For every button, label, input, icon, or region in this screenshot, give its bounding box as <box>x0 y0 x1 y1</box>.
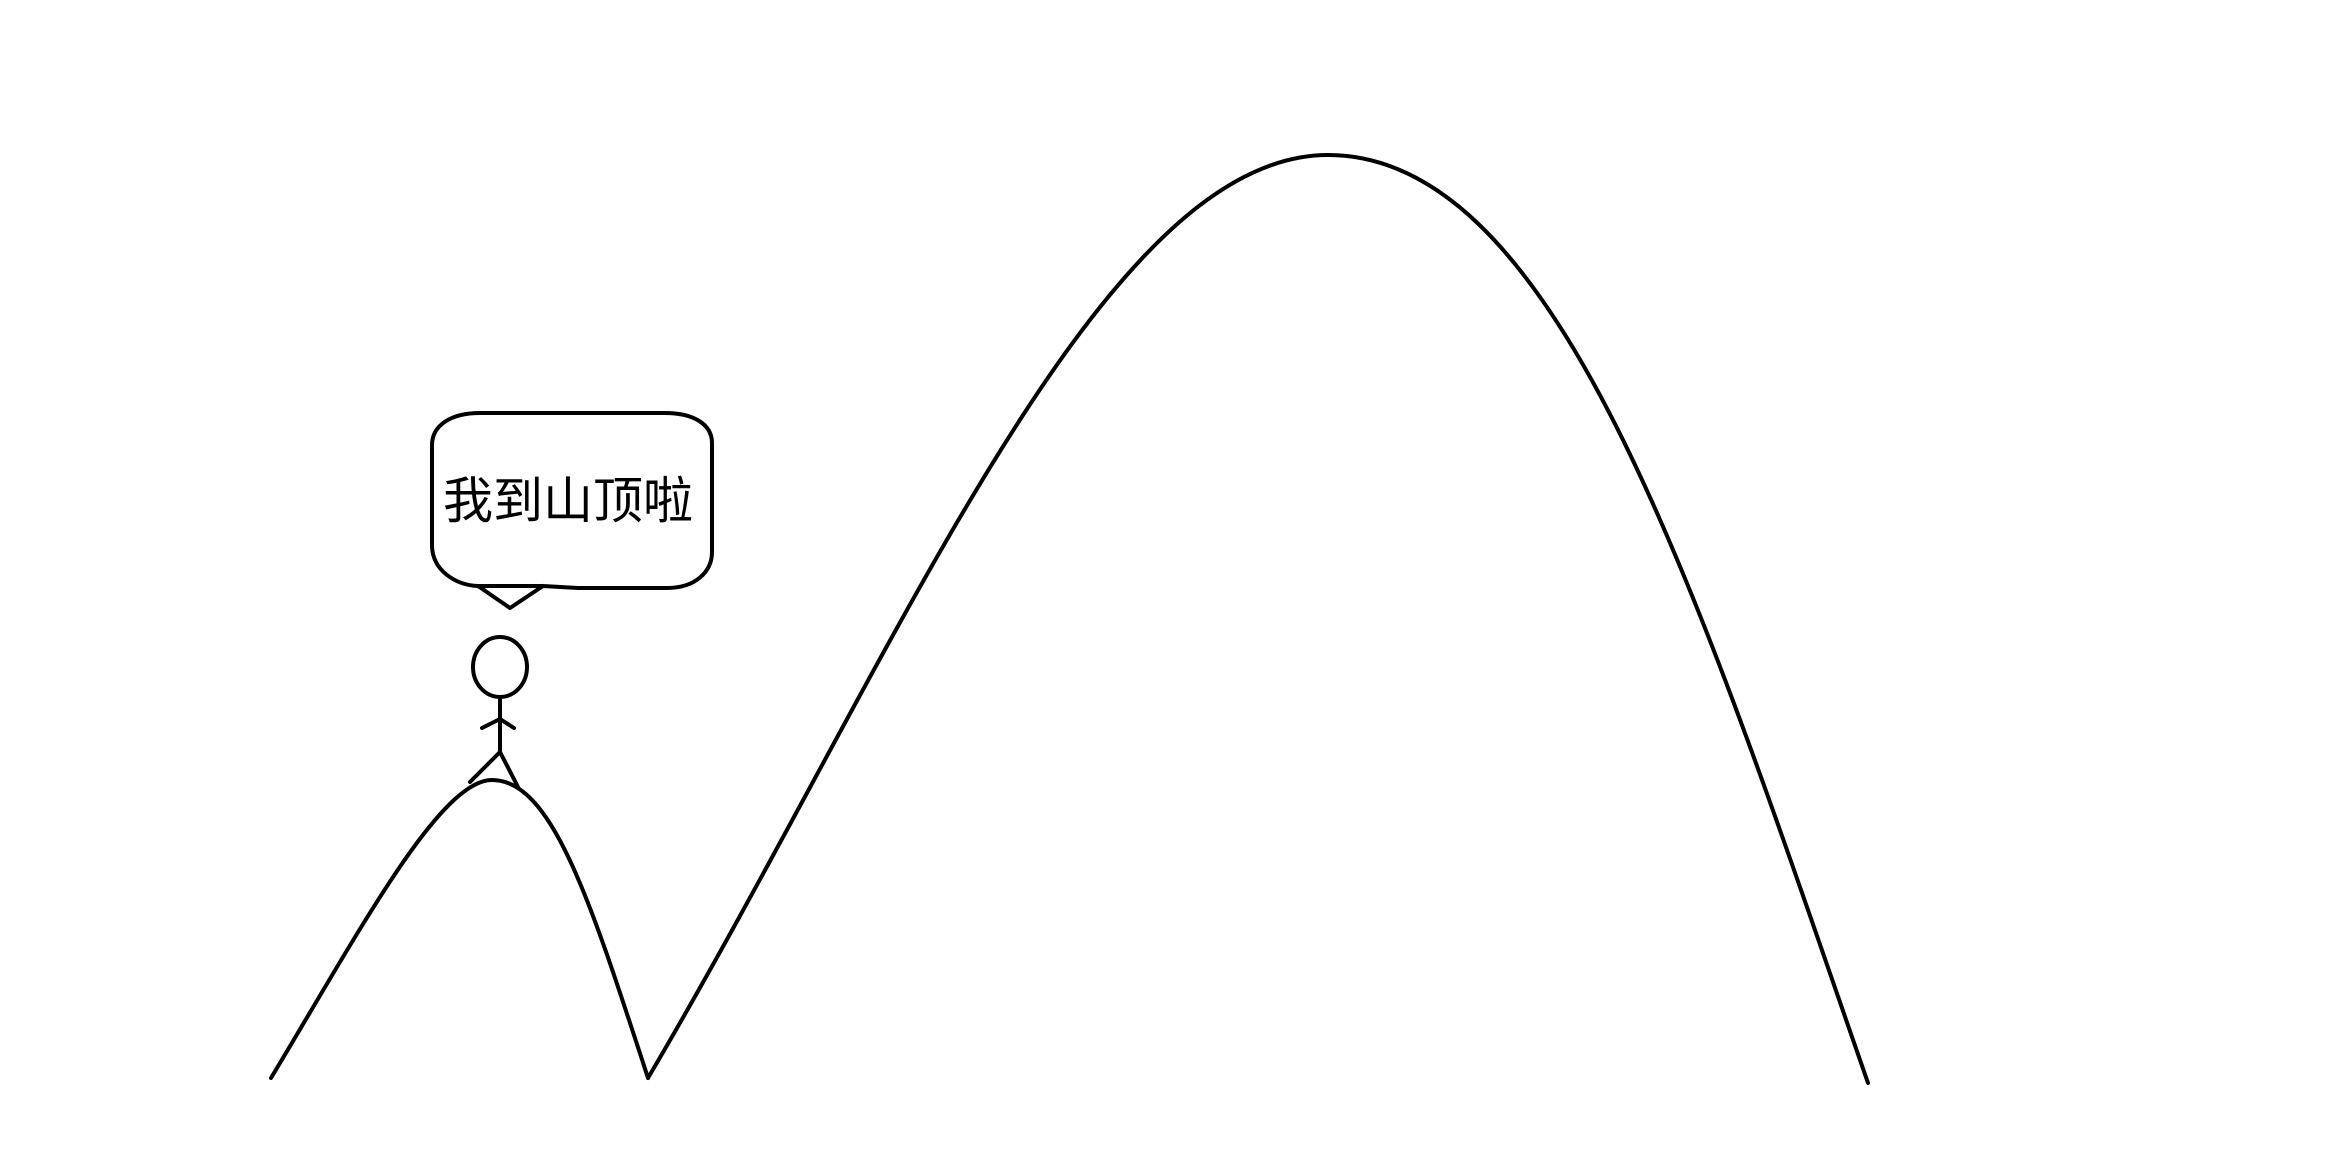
speech-bubble: 我到山顶啦 <box>430 411 714 610</box>
figure-head <box>471 635 529 699</box>
large-mountain <box>646 153 1870 1085</box>
stick-figure-icon <box>468 635 529 789</box>
figure-legs <box>468 750 520 789</box>
figure-arms <box>480 717 516 730</box>
speech-bubble-outline <box>430 411 714 610</box>
small-hill <box>269 778 650 1080</box>
speech-bubble-text: 我到山顶啦 <box>443 472 693 530</box>
